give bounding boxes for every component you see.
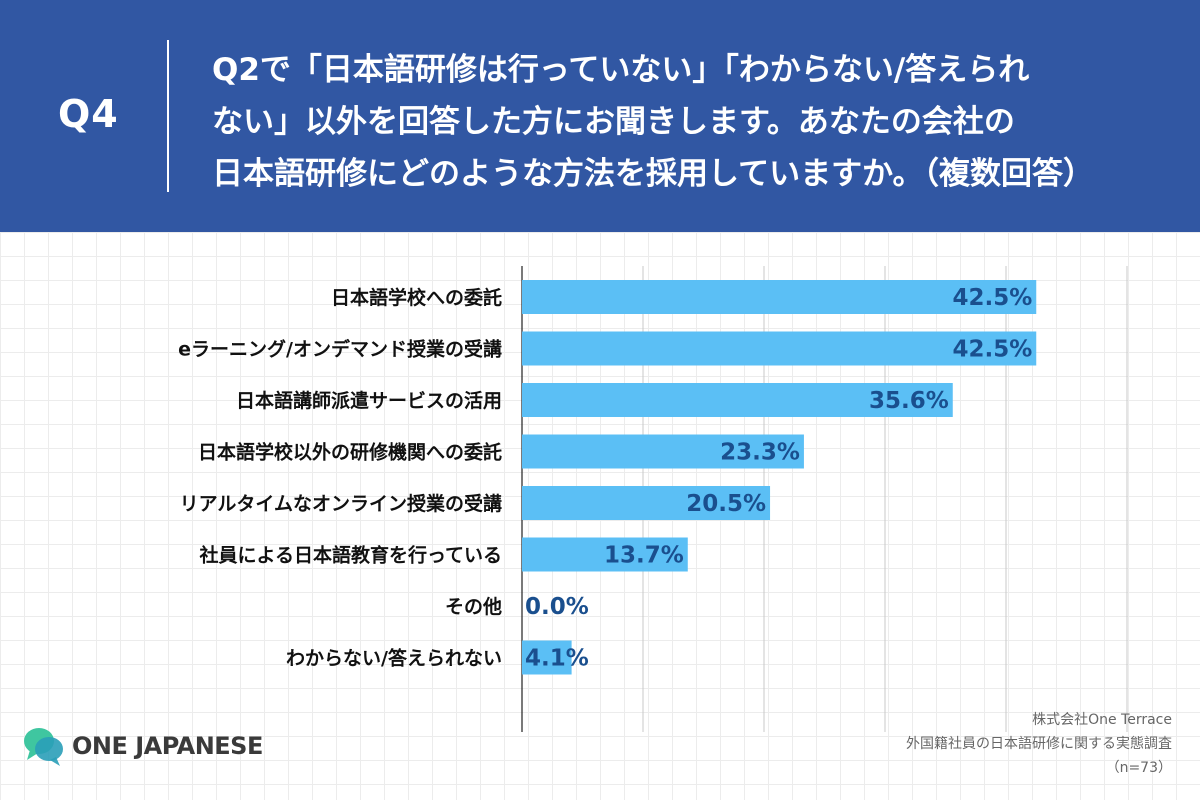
bar	[522, 537, 688, 572]
source-company: 株式会社One Terrace	[1032, 712, 1172, 728]
value-label: 4.1%	[525, 646, 589, 672]
chart-panel: 日本語学校への委託 42.5% eラーニング/オンデマンド授業の受講 42.5% 日本語…	[0, 232, 1200, 800]
source-survey: 外国籍社員の日本語研修に関する実態調査	[906, 736, 1172, 752]
speech-bubbles-icon	[24, 728, 63, 766]
logo-text: ONE JAPANESE	[72, 732, 263, 760]
bar	[522, 383, 953, 417]
source-note: 株式会社One Terrace 外国籍社員の日本語研修に関する実態調査 （n=7…	[906, 708, 1172, 780]
bar	[522, 486, 771, 520]
question-header: Q4 Q2で「日本語研修は行っていない」「わからない/答えられ ない」以外を回答…	[0, 0, 1200, 232]
value-label: 42.5%	[952, 285, 1032, 311]
bar	[522, 331, 1037, 366]
question-line: ない」以外を回答した方にお聞きします。あなたの会社の	[212, 104, 1015, 140]
category-label: 日本語学校以外の研修機関への委託	[198, 441, 502, 464]
category-label: 社員による日本語教育を行っている	[199, 544, 502, 567]
header-divider	[167, 40, 169, 192]
category-label: その他	[445, 595, 502, 618]
category-label: わからない/答えられない	[286, 647, 502, 670]
question-line: 日本語研修にどのような方法を採用していますか。（複数回答）	[212, 156, 1094, 192]
category-label: 日本語講師派遣サービスの活用	[236, 389, 502, 412]
bar-chart: 日本語学校への委託 42.5% eラーニング/オンデマンド授業の受講 42.5% 日本語…	[178, 266, 1128, 732]
bar	[522, 640, 572, 675]
question-text: Q2で「日本語研修は行っていない」「わからない/答えられ ない」以外を回答した方…	[212, 44, 1172, 200]
value-label: 13.7%	[604, 543, 684, 569]
value-label: 0.0%	[525, 594, 589, 620]
value-label: 42.5%	[952, 337, 1032, 363]
category-label: 日本語学校への委託	[331, 286, 502, 309]
question-number: Q4	[58, 92, 119, 136]
question-line: Q2で「日本語研修は行っていない」「わからない/答えられ	[212, 52, 1030, 88]
category-label: eラーニング/オンデマンド授業の受講	[178, 338, 502, 361]
source-sample-size: （n=73）	[1105, 760, 1172, 776]
bar	[522, 434, 804, 469]
one-japanese-logo: ONE JAPANESE	[22, 724, 263, 770]
category-label: リアルタイムなオンライン授業の受講	[180, 492, 502, 515]
value-label: 23.3%	[720, 440, 800, 466]
value-label: 20.5%	[686, 491, 766, 517]
value-label: 35.6%	[869, 388, 949, 414]
bar	[522, 280, 1037, 314]
